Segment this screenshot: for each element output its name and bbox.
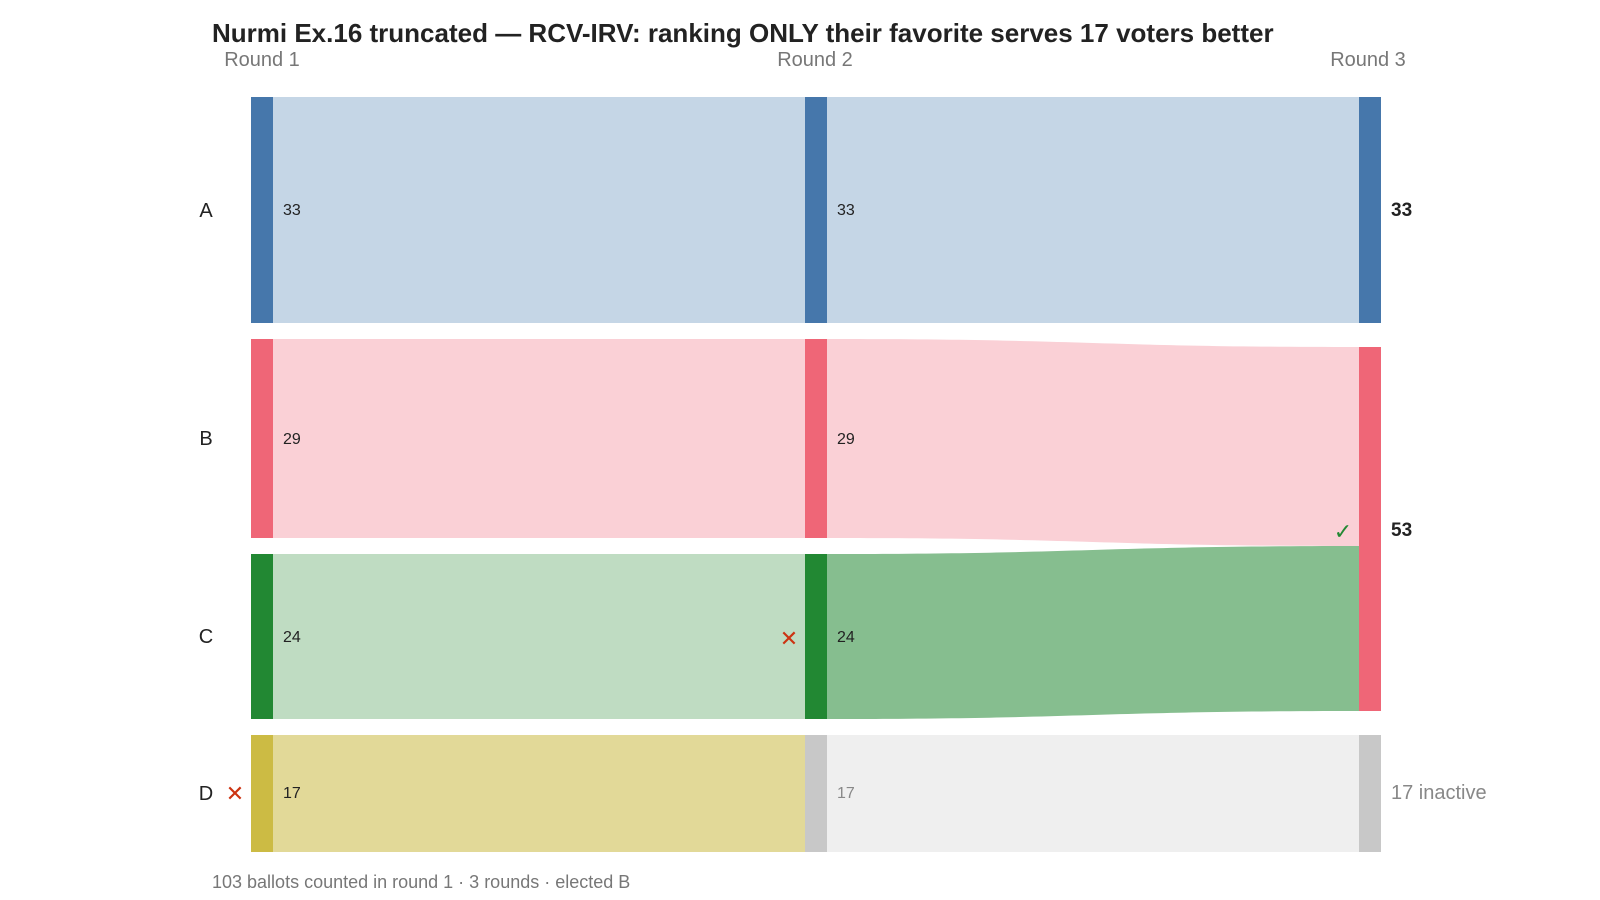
round-label-1: Round 1	[224, 49, 300, 71]
node-inactive-round3	[1359, 735, 1381, 852]
flow-b-r2-r3	[827, 339, 1359, 546]
round-label-3: Round 3	[1330, 49, 1406, 71]
value-b-round1: 29	[283, 431, 301, 448]
value-c-round1: 24	[283, 629, 301, 646]
flow-inactive-r2-r3	[827, 735, 1359, 852]
value-d-round1: 17	[283, 785, 301, 802]
node-inactive-round2	[805, 735, 827, 852]
flow-c-r1-r2	[273, 554, 805, 719]
node-b-round2	[805, 339, 827, 538]
chart-title: Nurmi Ex.16 truncated — RCV-IRV: ranking…	[212, 18, 1274, 48]
node-b-round3	[1359, 347, 1381, 711]
node-c-round2	[805, 554, 827, 719]
elected-b-check-icon: ✓	[1334, 519, 1352, 544]
chart-footer: 103 ballots counted in round 1 · 3 round…	[212, 872, 631, 892]
flow-a-r1-r2	[273, 97, 805, 323]
value-c-round2: 24	[837, 629, 855, 646]
value-inactive-round2: 17	[837, 785, 855, 802]
value-a-round1: 33	[283, 202, 301, 219]
candidate-label-c: C	[199, 626, 213, 648]
flow-b-r1-r2	[273, 339, 805, 538]
node-a-round2	[805, 97, 827, 323]
candidate-label-a: A	[199, 200, 213, 222]
final-value-a: 33	[1391, 200, 1412, 221]
node-a-round1	[251, 97, 273, 323]
eliminated-c-icon: ✕	[780, 626, 798, 651]
candidate-label-d: D	[199, 783, 213, 805]
node-d-round1	[251, 735, 273, 852]
node-a-round3	[1359, 97, 1381, 323]
flow-d-r1-r2	[273, 735, 805, 852]
value-b-round2: 29	[837, 431, 855, 448]
value-a-round2: 33	[837, 202, 855, 219]
candidate-label-b: B	[199, 428, 212, 450]
round-label-2: Round 2	[777, 49, 853, 71]
node-b-round1	[251, 339, 273, 538]
eliminated-d-icon: ✕	[226, 781, 244, 806]
flow-a-r2-r3	[827, 97, 1359, 323]
final-inactive-label: 17 inactive	[1391, 782, 1487, 804]
final-value-b: 53	[1391, 520, 1412, 541]
flow-c-to-b-r2-r3	[827, 546, 1359, 719]
node-c-round1	[251, 554, 273, 719]
